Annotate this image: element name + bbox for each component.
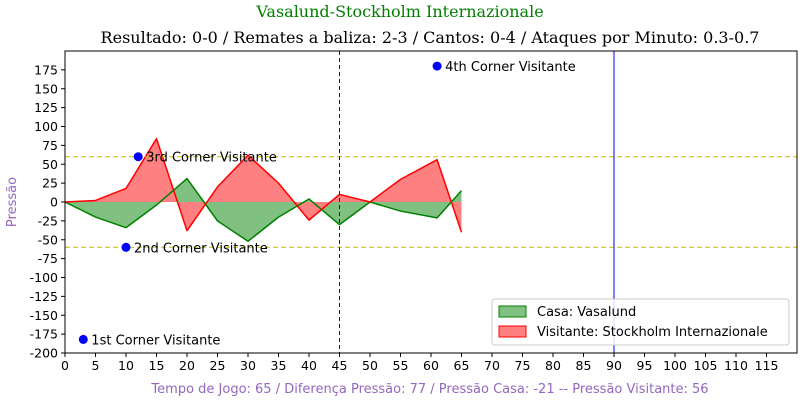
series-line-1 [64, 137, 463, 233]
x-tick-label: 35 [271, 358, 287, 373]
corner-label-2: 2nd Corner Visitante [134, 241, 268, 256]
y-tick-label: -150 [30, 308, 58, 323]
corner-marker-1 [78, 334, 88, 344]
x-tick-label: 85 [576, 358, 592, 373]
y-tick-label: -200 [30, 346, 58, 361]
corner-marker-2 [121, 242, 131, 252]
y-tick-label: 0 [50, 195, 58, 210]
x-tick-label: 50 [362, 358, 378, 373]
series-area-0 [65, 178, 462, 242]
series-line-0 [64, 177, 463, 243]
x-tick-label: 70 [484, 358, 500, 373]
x-tick-label: 55 [393, 358, 409, 373]
x-tick-label: 0 [61, 358, 69, 373]
x-tick-label: 30 [240, 358, 256, 373]
x-tick-label: 95 [637, 358, 653, 373]
plot-area: 1st Corner Visitante 2nd Corner Visitante… [30, 50, 798, 373]
x-tick-label: 10 [118, 358, 134, 373]
x-tick-label: 80 [545, 358, 561, 373]
y-tick-label: 125 [34, 100, 58, 115]
x-tick-label: 25 [210, 358, 226, 373]
x-tick-label: 20 [179, 358, 195, 373]
y-tick-label: 175 [34, 62, 58, 77]
y-tick-label: -50 [38, 232, 58, 247]
x-tick-label: 5 [92, 358, 100, 373]
x-tick-label: 40 [301, 358, 317, 373]
y-tick-label: -25 [38, 213, 58, 228]
x-tick-label: 105 [694, 358, 718, 373]
y-tick-label: -75 [38, 251, 58, 266]
x-tick-label: 115 [755, 358, 779, 373]
x-tick-label: 100 [663, 358, 687, 373]
x-tick-label: 15 [149, 358, 165, 373]
corner-label-3: 3rd Corner Visitante [146, 151, 277, 166]
corner-label-4: 4th Corner Visitante [445, 60, 576, 75]
legend-swatch-1 [498, 325, 527, 338]
x-tick-label: 75 [515, 358, 531, 373]
x-tick-label: 110 [724, 358, 748, 373]
legend-swatch-0 [498, 305, 527, 318]
legend-label-1: Visitante: Stockholm Internazionale [537, 325, 768, 340]
x-tick-label: 65 [454, 358, 470, 373]
chart-title: Vasalund-Stockholm Internazionale [255, 2, 543, 21]
y-tick-label: -100 [30, 270, 58, 285]
x-tick-label: 90 [606, 358, 622, 373]
corner-marker-3 [133, 152, 143, 162]
x-axis-label: Tempo de Jogo: 65 / Diferença Pressão: 7… [150, 382, 708, 397]
y-tick-label: -125 [30, 289, 58, 304]
y-tick-label: 50 [42, 157, 58, 172]
x-tick-label: 60 [423, 358, 439, 373]
y-tick-label: 100 [34, 119, 58, 134]
legend-label-0: Casa: Vasalund [537, 305, 636, 320]
legend-box [491, 298, 790, 346]
corner-marker-4 [432, 61, 442, 71]
y-tick-label: -175 [30, 327, 58, 342]
legend: Casa: Vasalund Visitante: Stockholm Inter… [491, 298, 790, 346]
y-axis-label: Pressão [5, 177, 20, 227]
y-tick-label: 150 [34, 81, 58, 96]
y-tick-label: 25 [42, 176, 58, 191]
chart-subtitle: Resultado: 0-0 / Remates a baliza: 2-3 /… [101, 28, 760, 47]
corner-label-1: 1st Corner Visitante [91, 333, 220, 348]
y-tick-label: 75 [42, 138, 58, 153]
x-tick-label: 45 [332, 358, 348, 373]
